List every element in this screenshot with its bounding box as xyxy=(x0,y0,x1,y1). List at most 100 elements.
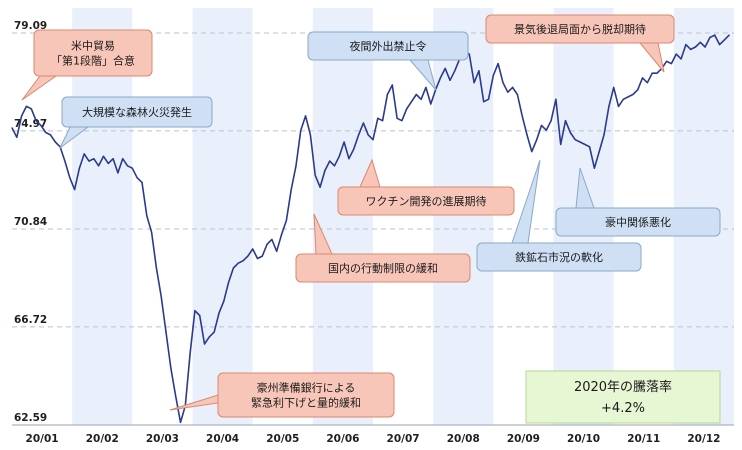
series-point xyxy=(367,134,369,136)
series-point xyxy=(718,44,721,46)
series-point xyxy=(252,248,254,250)
series-point xyxy=(21,115,23,117)
series-point xyxy=(391,84,393,86)
x-tick-label: 20/12 xyxy=(687,433,720,445)
x-tick-label: 20/11 xyxy=(627,433,660,445)
series-point xyxy=(507,91,509,93)
series-point xyxy=(714,34,716,36)
series-point xyxy=(608,105,610,108)
callout-box xyxy=(295,253,471,283)
series-point xyxy=(11,127,13,129)
series-point xyxy=(521,115,523,117)
series-point xyxy=(574,139,576,141)
series-point xyxy=(353,148,355,150)
series-point xyxy=(382,120,384,122)
series-point xyxy=(256,257,259,260)
x-tick-label: 20/08 xyxy=(447,433,480,445)
callout-c1: 米中貿易「第1段階」合意 xyxy=(21,29,153,101)
series-point xyxy=(45,131,47,134)
series-point xyxy=(406,108,408,110)
series-point xyxy=(309,134,312,136)
callout-c5: ワクチン開発の進展期待 xyxy=(337,158,515,216)
series-point xyxy=(266,243,268,245)
series-point xyxy=(131,167,133,169)
x-tick-label: 20/05 xyxy=(266,433,299,445)
series-point xyxy=(271,238,273,241)
series-point xyxy=(78,167,80,169)
series-point xyxy=(603,134,605,136)
series-point xyxy=(338,155,340,157)
series-point xyxy=(646,82,648,84)
series-point xyxy=(329,160,331,162)
series-point xyxy=(261,255,263,257)
month-band-5 xyxy=(312,8,373,425)
callout-box xyxy=(337,186,515,216)
series-point xyxy=(511,86,514,89)
series-point xyxy=(40,124,42,127)
callout-text: 鉄鉱石市況の軟化 xyxy=(515,250,603,264)
series-point xyxy=(569,131,571,134)
series-point xyxy=(425,86,427,89)
series-point xyxy=(444,67,446,69)
series-point xyxy=(439,77,441,79)
callout-box xyxy=(555,207,721,237)
series-point xyxy=(555,98,557,100)
series-point xyxy=(694,46,697,48)
callout-box xyxy=(61,96,213,128)
series-point xyxy=(675,53,677,55)
series-point xyxy=(396,117,398,119)
series-point xyxy=(410,101,413,103)
series-point xyxy=(290,188,292,191)
annotations: 米中貿易「第1段階」合意大規模な森林火災発生豪州準備銀行による緊急利下げと量的緩… xyxy=(21,14,721,418)
callout-c6: 国内の行動制限の緩和 xyxy=(295,213,471,283)
series-point xyxy=(516,93,519,96)
series-point xyxy=(16,136,18,138)
series-point xyxy=(213,331,215,333)
series-point xyxy=(300,129,302,131)
x-axis-ticks: 20/01 20/02 20/03 20/04 20/05 20/06 20/07 20/08… xyxy=(26,433,721,445)
series-point xyxy=(536,139,538,141)
callout-c8: 鉄鉱石市況の軟化 xyxy=(476,159,642,272)
x-tick-label: 20/06 xyxy=(326,433,359,445)
series-point xyxy=(651,72,653,74)
callout-c4: 夜間外出禁止令 xyxy=(307,31,469,91)
callout-box xyxy=(33,29,153,77)
callout-text: 国内の行動制限の緩和 xyxy=(328,261,438,275)
series-point xyxy=(295,165,297,167)
callout-box xyxy=(476,242,642,272)
series-point xyxy=(497,63,499,65)
series-point xyxy=(122,158,124,160)
series-point xyxy=(622,98,624,100)
series-point xyxy=(112,158,114,160)
series-point xyxy=(305,115,307,117)
series-point xyxy=(126,165,129,167)
callout-text: 豪中関係悪化 xyxy=(605,215,671,229)
x-tick-label: 20/09 xyxy=(507,433,540,445)
series-point xyxy=(709,36,711,39)
series-point xyxy=(685,44,687,46)
series-point xyxy=(276,250,278,252)
series-point xyxy=(175,395,177,397)
series-point xyxy=(593,167,596,169)
series-point xyxy=(146,215,148,217)
series-point xyxy=(285,219,287,222)
callout-text: 「第1段階」合意 xyxy=(51,54,135,68)
series-point xyxy=(160,295,162,298)
series-point xyxy=(564,120,567,122)
series-point xyxy=(386,93,389,96)
series-point xyxy=(598,150,600,153)
series-point xyxy=(627,96,629,98)
series-point xyxy=(155,267,157,269)
callout-box xyxy=(217,372,395,418)
callout-text: 景気後退局面から脱却期待 xyxy=(514,22,646,36)
series-point xyxy=(324,169,326,172)
callout-c9: 豪中関係悪化 xyxy=(555,167,721,237)
x-tick-label: 20/07 xyxy=(387,433,420,445)
series-point xyxy=(545,129,547,131)
series-point xyxy=(723,39,725,41)
callout-pointer xyxy=(408,59,437,91)
series-point xyxy=(666,60,668,62)
series-point xyxy=(550,120,552,122)
